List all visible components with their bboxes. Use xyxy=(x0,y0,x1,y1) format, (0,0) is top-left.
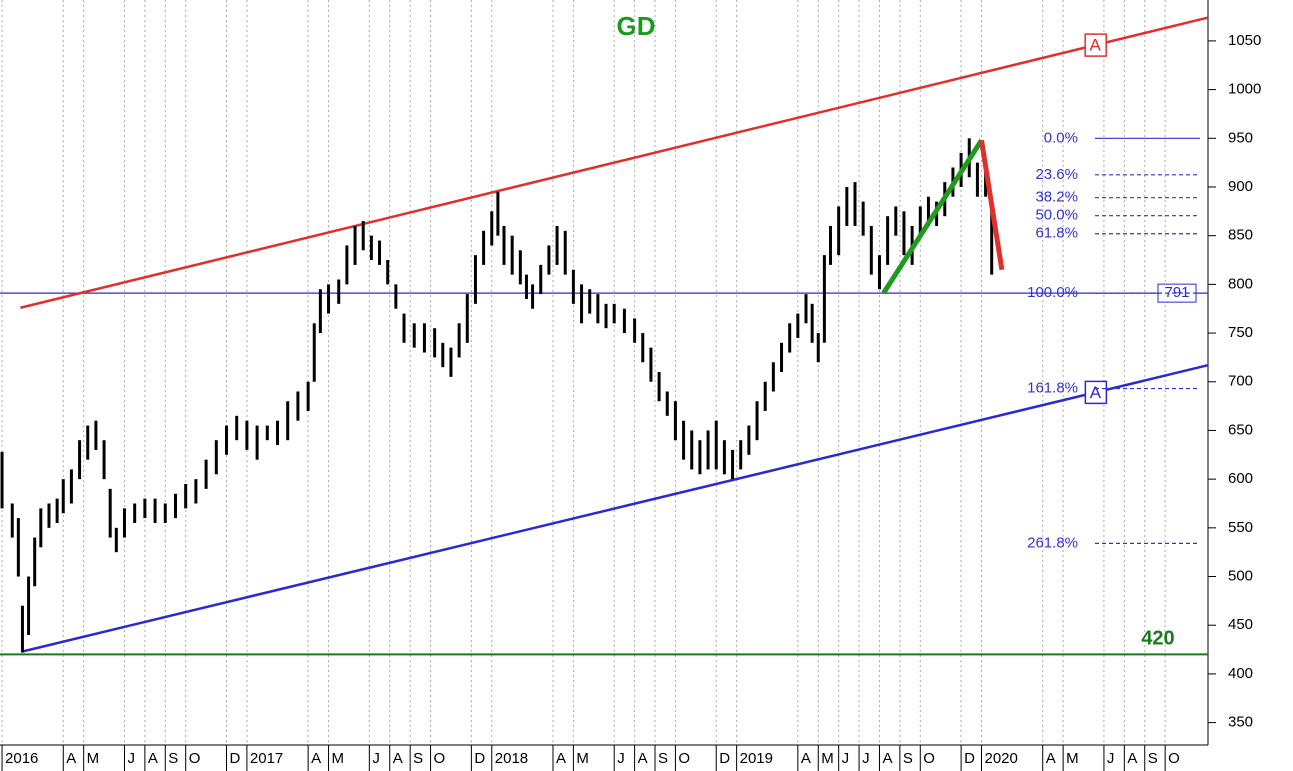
x-tick-label: M xyxy=(332,750,345,767)
fib-label: 261.8% xyxy=(1027,534,1078,551)
x-tick-label: A xyxy=(1046,750,1056,767)
y-tick-label: 500 xyxy=(1228,567,1253,584)
x-tick-label: J xyxy=(1107,750,1115,767)
x-tick-label: M xyxy=(1066,750,1079,767)
y-tick-label: 850 xyxy=(1228,227,1253,244)
x-tick-label: A xyxy=(393,750,403,767)
fib-label: 161.8% xyxy=(1027,380,1078,397)
x-tick-label: O xyxy=(678,750,690,767)
trendline-label-box xyxy=(1084,33,1107,57)
y-tick-label: 400 xyxy=(1228,665,1253,682)
x-tick-label: S xyxy=(1148,750,1158,767)
x-tick-label: 2020 xyxy=(985,750,1018,767)
swing-line xyxy=(881,138,984,295)
x-tick-label: O xyxy=(434,750,446,767)
x-tick-label: A xyxy=(556,750,566,767)
x-tick-label: S xyxy=(168,750,178,767)
trendline xyxy=(20,16,1209,309)
x-tick-label: J xyxy=(842,750,850,767)
x-tick-label: D xyxy=(474,750,485,767)
x-tick-label: A xyxy=(66,750,76,767)
x-tick-label: 2019 xyxy=(740,750,773,767)
x-tick-label: J xyxy=(127,750,135,767)
trendline-label: A xyxy=(1090,383,1102,402)
y-tick-label: 550 xyxy=(1228,519,1253,536)
x-tick-label: S xyxy=(658,750,668,767)
x-tick-label: A xyxy=(1127,750,1137,767)
x-tick-label: J xyxy=(617,750,625,767)
x-tick-label: A xyxy=(801,750,811,767)
y-tick-label: 350 xyxy=(1228,714,1253,731)
trendline-label: A xyxy=(1090,36,1102,55)
x-tick-label: O xyxy=(1168,750,1180,767)
x-tick-label: A xyxy=(882,750,892,767)
x-tick-label: M xyxy=(576,750,589,767)
y-tick-label: 800 xyxy=(1228,275,1253,292)
y-tick-label: 950 xyxy=(1228,129,1253,146)
x-tick-label: D xyxy=(719,750,730,767)
x-tick-label: D xyxy=(964,750,975,767)
x-tick-label: O xyxy=(189,750,201,767)
x-tick-label: S xyxy=(903,750,913,767)
x-tick-label: A xyxy=(638,750,648,767)
y-tick-label: 700 xyxy=(1228,373,1253,390)
x-tick-label: S xyxy=(413,750,423,767)
y-tick-label: 750 xyxy=(1228,324,1253,341)
x-tick-label: O xyxy=(923,750,935,767)
x-tick-label: A xyxy=(148,750,158,767)
x-tick-label: J xyxy=(372,750,380,767)
level-label: 791 xyxy=(1164,284,1189,301)
y-tick-label: 600 xyxy=(1228,470,1253,487)
swing-line xyxy=(979,139,1005,271)
y-tick-label: 1050 xyxy=(1228,32,1261,49)
x-tick-label: M xyxy=(87,750,100,767)
y-tick-label: 1000 xyxy=(1228,81,1261,98)
fib-label: 61.8% xyxy=(1035,225,1078,242)
fib-label: 38.2% xyxy=(1035,189,1078,206)
chart-title: GD xyxy=(617,11,656,41)
x-tick-label: A xyxy=(311,750,321,767)
y-tick-label: 900 xyxy=(1228,178,1253,195)
fib-label: 23.6% xyxy=(1035,166,1078,183)
trendline-label-box xyxy=(1084,380,1108,405)
y-tick-label: 450 xyxy=(1228,616,1253,633)
x-tick-label: 2018 xyxy=(495,750,528,767)
level-label: 420 xyxy=(1141,628,1174,650)
y-tick-label: 650 xyxy=(1228,421,1253,438)
x-tick-label: M xyxy=(821,750,834,767)
x-tick-label: J xyxy=(862,750,870,767)
trendline xyxy=(22,363,1209,653)
x-tick-label: 2016 xyxy=(5,750,38,767)
fib-label: 100.0% xyxy=(1027,284,1078,301)
fib-label: 50.0% xyxy=(1035,207,1078,224)
fib-label: 0.0% xyxy=(1044,129,1078,146)
x-tick-label: D xyxy=(230,750,241,767)
x-tick-label: 2017 xyxy=(250,750,283,767)
